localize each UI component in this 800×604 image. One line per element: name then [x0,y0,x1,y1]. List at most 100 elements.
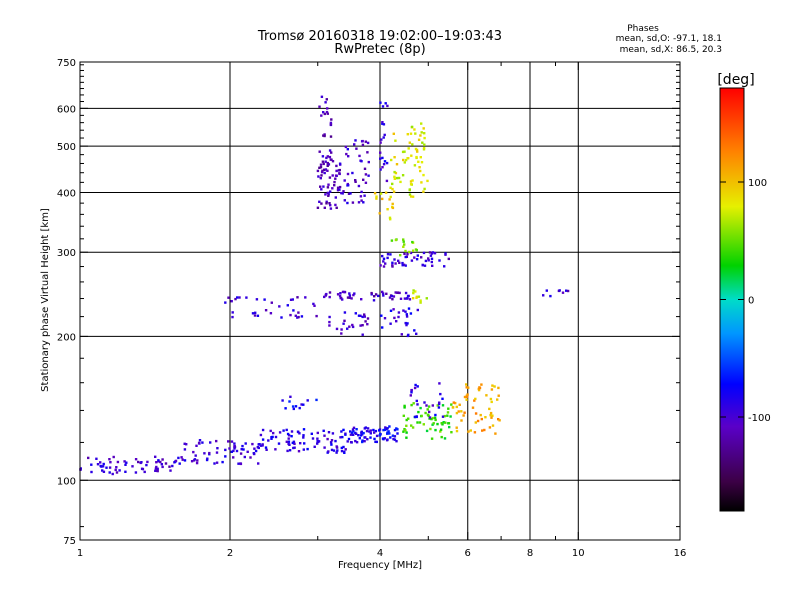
data-point [329,123,333,126]
data-point [394,238,398,242]
data-point [164,462,168,465]
data-point [395,176,399,180]
data-point [491,414,494,417]
data-point [227,296,230,299]
data-point [293,442,296,445]
data-point [330,448,334,452]
colorbar: 100 0 -100 [719,87,771,512]
data-point [408,141,411,144]
data-point [358,437,361,440]
data-point [403,297,407,300]
data-point [330,443,333,446]
data-point [280,316,283,319]
data-point [422,190,425,193]
data-point [316,169,320,173]
data-point [460,410,463,413]
data-point [476,419,480,423]
data-point [417,138,421,141]
data-point [488,426,492,429]
data-point [354,312,357,315]
data-point [423,264,427,267]
data-point [361,139,364,143]
data-point [420,414,423,418]
data-point [154,455,157,458]
data-point [379,432,382,436]
data-point [195,444,198,447]
data-point [344,448,347,451]
data-point [137,460,140,464]
colorbar-tick-label: -100 [748,413,771,424]
data-point [366,317,370,320]
data-point [331,174,334,177]
data-point [469,429,472,432]
data-point [108,466,112,469]
data-point [230,450,233,453]
data-point [155,465,158,469]
data-point [389,186,392,189]
data-point [467,386,470,389]
data-point [271,435,274,439]
data-point [198,439,202,442]
data-point [490,388,494,391]
data-point [361,433,364,436]
colorbar-tick-label: 100 [748,178,767,189]
data-point [346,184,349,187]
data-point [489,411,493,415]
data-point [338,162,342,165]
data-point [393,170,396,174]
data-point [316,431,319,435]
data-point [565,289,568,292]
data-point [238,296,241,299]
data-point [447,422,451,425]
data-point [328,324,331,327]
data-point [379,141,382,144]
data-point [302,448,305,451]
data-point [324,193,327,196]
data-point [447,407,450,410]
data-point [439,428,443,431]
data-point [409,132,413,135]
data-point [391,182,394,186]
data-point [328,149,332,152]
data-point [422,423,425,426]
data-point [330,118,333,121]
data-point [354,139,357,142]
data-point [348,292,351,295]
data-point [390,239,394,242]
data-point [322,429,325,432]
data-point [393,435,397,438]
data-point [278,305,281,308]
data-point [346,327,349,330]
data-point [406,296,409,300]
data-point [382,265,386,268]
data-point [491,384,494,387]
data-point [419,301,422,304]
data-point [467,430,470,433]
data-point [319,185,322,188]
data-point [415,155,418,159]
data-point [281,399,284,402]
grid [80,62,680,540]
data-point [447,257,450,261]
data-point [397,259,400,262]
data-point [455,429,459,433]
data-point [230,300,233,303]
data-point [177,456,180,460]
data-point [416,421,419,424]
data-point [326,437,329,441]
data-point [293,446,296,449]
data-point [342,190,345,193]
data-point [328,320,331,324]
data-point [329,441,333,444]
data-point [411,426,415,429]
data-point [392,437,395,441]
data-point [213,462,216,465]
data-point [386,256,389,260]
data-point [391,202,394,206]
data-point [319,177,322,180]
data-point [302,434,305,437]
data-point [430,257,434,260]
data-point [408,193,412,196]
